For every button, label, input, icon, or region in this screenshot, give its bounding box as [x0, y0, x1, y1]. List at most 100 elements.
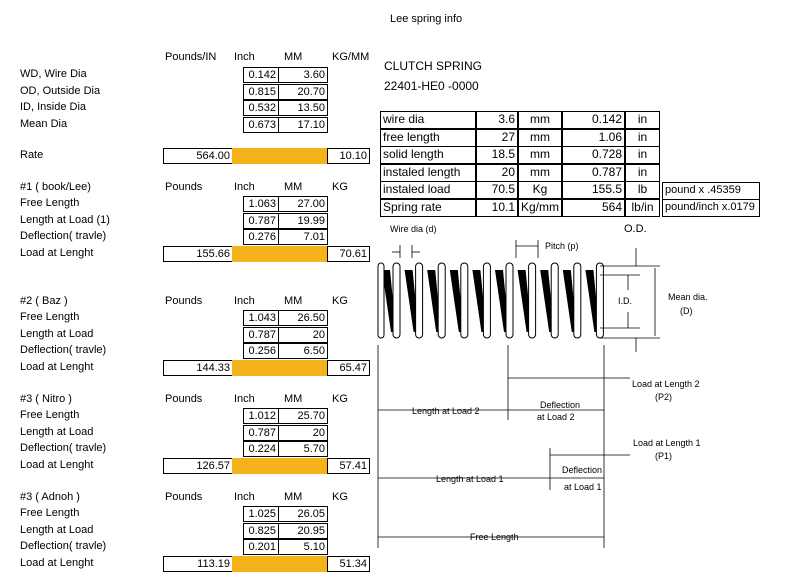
inch-value: 0.787 — [243, 326, 279, 343]
kg-value: 10.10 — [327, 148, 370, 164]
coil — [392, 262, 401, 339]
kg-value: 57.41 — [327, 457, 370, 474]
row-label: ID, Inside Dia — [20, 101, 87, 113]
column-header: MM — [284, 491, 303, 503]
mm-value: 27.00 — [278, 196, 328, 212]
column-header: MM — [284, 393, 303, 405]
column-header: Pounds — [165, 393, 203, 405]
spec-cell: mm — [518, 163, 562, 182]
spec-cell: instaled length — [380, 163, 476, 182]
row-label: Deflection( travle) — [20, 442, 107, 454]
mm-value: 13.50 — [278, 100, 328, 116]
spec-cell: lb — [625, 181, 660, 199]
row-label: Free Length — [20, 311, 80, 323]
spec-cell: 0.142 — [562, 111, 625, 129]
label-deflection1: at Load 1 — [564, 482, 602, 492]
pounds-value: 126.57 — [163, 457, 233, 474]
coil — [377, 262, 385, 339]
mm-value: 17.10 — [278, 116, 328, 133]
spec-cell: solid length — [380, 146, 476, 164]
inch-value: 0.142 — [243, 67, 279, 83]
row-label: Free Length — [20, 197, 80, 209]
coil — [505, 262, 514, 339]
column-header: KG/MM — [332, 51, 370, 63]
spec-cell: lb/in — [625, 198, 660, 217]
mm-value: 5.10 — [278, 539, 328, 555]
pounds-value: 155.66 — [163, 245, 233, 262]
mm-value: 20 — [278, 424, 328, 441]
column-header: MM — [284, 51, 303, 63]
spring-coils — [377, 262, 604, 339]
inch-value: 0.787 — [243, 212, 279, 229]
coil — [415, 262, 424, 339]
spec-cell: 70.5 — [476, 181, 518, 199]
row-label: Load at Lenght — [20, 360, 94, 373]
spec-cell: 155.5 — [562, 181, 625, 199]
coil — [460, 262, 469, 339]
row-label: Load at Lenght — [20, 556, 94, 569]
label-wire-dia: Wire dia (d) — [390, 224, 437, 234]
mm-value: 6.50 — [278, 343, 328, 359]
pounds-value: 113.19 — [163, 555, 233, 572]
pounds-value: 144.33 — [163, 359, 233, 376]
spec-cell: 0.787 — [562, 163, 625, 182]
label-deflection2: Deflection — [540, 400, 580, 410]
column-header: Inch — [234, 181, 255, 193]
spec-cell: mm — [518, 128, 562, 147]
column-header: KG — [332, 393, 348, 405]
label-length-load1: Length at Load 1 — [436, 474, 504, 484]
row-label: Load at Lenght — [20, 246, 94, 259]
row-label: Length at Load — [20, 327, 94, 340]
row-label: OD, Outside Dia — [20, 84, 101, 97]
label-mean-dia: Mean dia. — [668, 292, 708, 302]
label-load2: (P2) — [655, 392, 672, 402]
spec-cell: instaled load — [380, 181, 476, 199]
coil — [482, 262, 491, 339]
note: pound x .45359 — [662, 181, 760, 200]
mm-value: 5.70 — [278, 441, 328, 457]
spec-cell: mm — [518, 146, 562, 164]
inch-value: 1.025 — [243, 506, 279, 522]
highlight — [232, 359, 328, 376]
spec-cell: 27 — [476, 128, 518, 147]
section-title: #2 ( Baz ) — [20, 295, 68, 307]
column-header: MM — [284, 181, 303, 193]
inch-value: 0.825 — [243, 522, 279, 539]
spec-cell: Kg — [518, 181, 562, 199]
note: pound/inch x.0179 — [662, 199, 760, 217]
spec-cell: 564 — [562, 198, 625, 217]
section-title: #3 ( Adnoh ) — [20, 491, 80, 503]
column-header: KG — [332, 295, 348, 307]
row-label: Deflection( travle) — [20, 230, 107, 242]
column-header: Pounds/IN — [165, 51, 217, 63]
section-title: #1 ( book/Lee) — [20, 181, 91, 193]
mm-value: 3.60 — [278, 67, 328, 83]
label-free-length: Free Length — [470, 532, 519, 542]
spec-cell: 1.06 — [562, 128, 625, 147]
row-label: Load at Lenght — [20, 458, 94, 471]
column-header: Inch — [234, 393, 255, 405]
mm-value: 25.70 — [278, 408, 328, 424]
spec-cell: in — [625, 146, 660, 164]
highlight — [232, 245, 328, 262]
spec-cell: in — [625, 111, 660, 129]
inch-value: 0.532 — [243, 100, 279, 116]
spec-cell: 18.5 — [476, 146, 518, 164]
highlight — [232, 148, 328, 164]
row-label: Rate — [20, 149, 44, 161]
column-header: MM — [284, 295, 303, 307]
column-header: Pounds — [165, 295, 203, 307]
row-label: Free Length — [20, 409, 80, 421]
kg-value: 51.34 — [327, 555, 370, 572]
mm-value: 20 — [278, 326, 328, 343]
row-label: Length at Load — [20, 425, 94, 438]
spec-cell: free length — [380, 128, 476, 147]
spec-part: 22401-HE0 -0000 — [384, 79, 479, 93]
column-header: Pounds — [165, 491, 203, 503]
row-label: WD, Wire Dia — [20, 68, 87, 80]
mm-value: 20.95 — [278, 522, 328, 539]
column-header: Inch — [234, 491, 255, 503]
label-load1: (P1) — [655, 451, 672, 461]
coil — [528, 262, 537, 339]
label-od: O.D. — [624, 223, 647, 235]
